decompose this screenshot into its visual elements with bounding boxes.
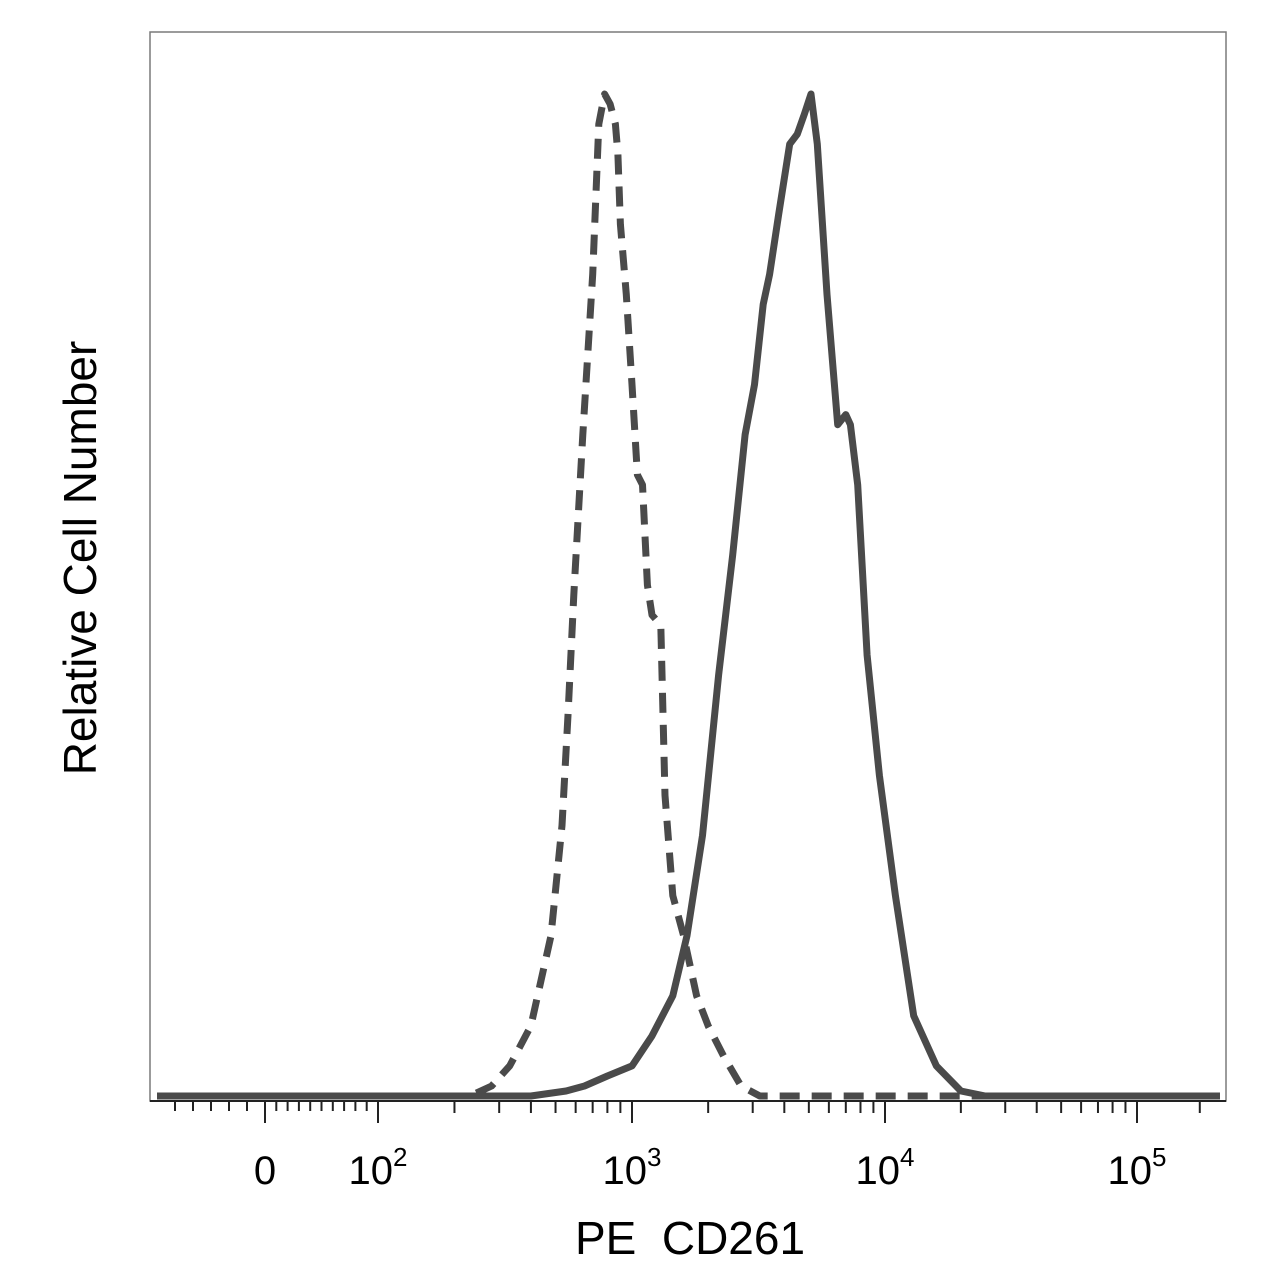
series-line-dashed xyxy=(157,90,1220,1100)
x-axis-tick-labels: 0 102 103 104 105 xyxy=(254,1142,1167,1193)
series-line-solid xyxy=(157,90,1220,1100)
x-tick-label: 102 xyxy=(349,1142,408,1193)
series-layer xyxy=(157,90,1220,1100)
x-tick-label: 105 xyxy=(1108,1142,1167,1193)
x-tick-label: 104 xyxy=(856,1142,915,1193)
y-axis-title: Relative Cell Number xyxy=(54,341,106,776)
x-tick-label: 0 xyxy=(254,1149,276,1193)
x-axis-ticks xyxy=(174,1101,1201,1123)
x-tick-label: 103 xyxy=(603,1142,662,1193)
x-axis-title: PE CD261 xyxy=(575,1212,805,1264)
